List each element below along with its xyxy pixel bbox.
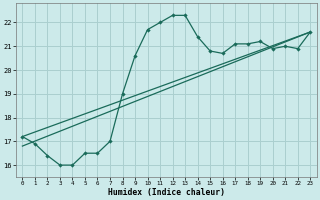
X-axis label: Humidex (Indice chaleur): Humidex (Indice chaleur) bbox=[108, 188, 225, 197]
